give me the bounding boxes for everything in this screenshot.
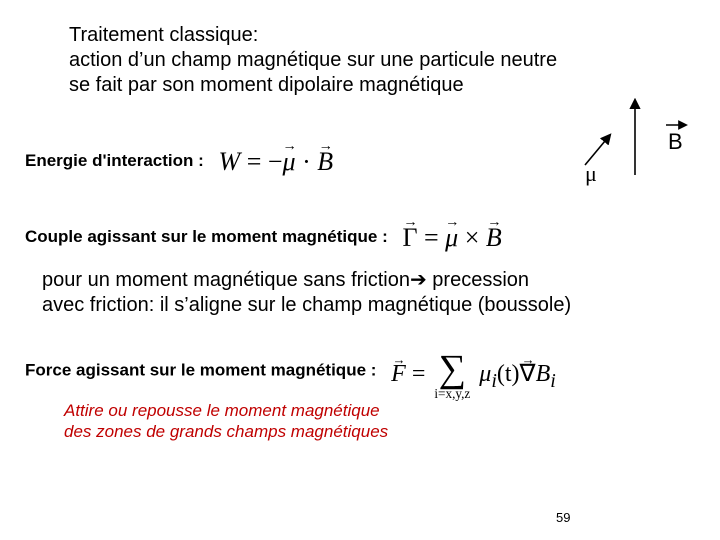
sigma-icon: ∑	[434, 352, 470, 387]
sym-eq2: =	[418, 223, 446, 252]
sym-F: F	[391, 359, 406, 389]
couple-label: Couple agissant sur le moment magnétique…	[25, 227, 388, 246]
sym-B-vec: B	[317, 146, 333, 179]
mu-symbol: μ	[585, 161, 597, 186]
mu-label: μ	[585, 160, 597, 188]
precession-line1b: precession	[427, 269, 529, 291]
arrow-icon: ➔	[410, 269, 427, 291]
sym-Gamma: Γ	[402, 222, 417, 255]
intro-line3: se fait par son moment dipolaire magnéti…	[69, 74, 464, 96]
sym-nabla: ∇	[520, 359, 536, 389]
precession-line1a: pour un moment magnétique sans friction	[42, 269, 410, 291]
sym-B-vec2: B	[486, 222, 502, 255]
formula-energy: Energie d'interaction : W = −μ · B	[25, 142, 333, 175]
sym-W: W	[219, 147, 241, 176]
red-line1: Attire ou repousse le moment magnétique	[64, 401, 380, 420]
intro-text: Traitement classique: action d’un champ …	[69, 23, 629, 98]
energy-label: Energie d'interaction :	[25, 151, 204, 170]
sym-t: (t)	[497, 361, 520, 387]
b-label: B	[668, 128, 683, 156]
sum-sub: i=x,y,z	[434, 387, 470, 400]
precession-line2: avec friction: il s’aligne sur le champ …	[42, 294, 571, 316]
formula-force: Force agissant sur le moment magnétique …	[25, 346, 556, 394]
intro-line1: Traitement classique:	[69, 24, 258, 46]
red-line2: des zones de grands champs magnétiques	[64, 422, 388, 441]
sym-dot: ·	[296, 147, 318, 176]
red-note: Attire ou repousse le moment magnétique …	[64, 400, 388, 443]
force-label: Force agissant sur le moment magnétique …	[25, 360, 376, 379]
sum-block: ∑i=x,y,z	[434, 352, 470, 400]
b-symbol: B	[668, 129, 683, 154]
sym-B-sub: i	[550, 370, 556, 392]
page-number-text: 59	[556, 510, 570, 525]
sym-B3: B	[536, 361, 551, 387]
precession-text: pour un moment magnétique sans friction➔…	[42, 268, 682, 318]
sym-times: ×	[458, 223, 486, 252]
sym-mu3: μ	[479, 361, 491, 387]
page-number: 59	[556, 510, 570, 525]
sym-mu-vec: μ	[283, 146, 296, 179]
sym-eq3: =	[406, 361, 432, 387]
sym-mu-vec2: μ	[445, 222, 458, 255]
sym-eq1: = −	[240, 147, 282, 176]
formula-couple: Couple agissant sur le moment magnétique…	[25, 218, 502, 251]
intro-line2: action d’un champ magnétique sur une par…	[69, 49, 557, 71]
